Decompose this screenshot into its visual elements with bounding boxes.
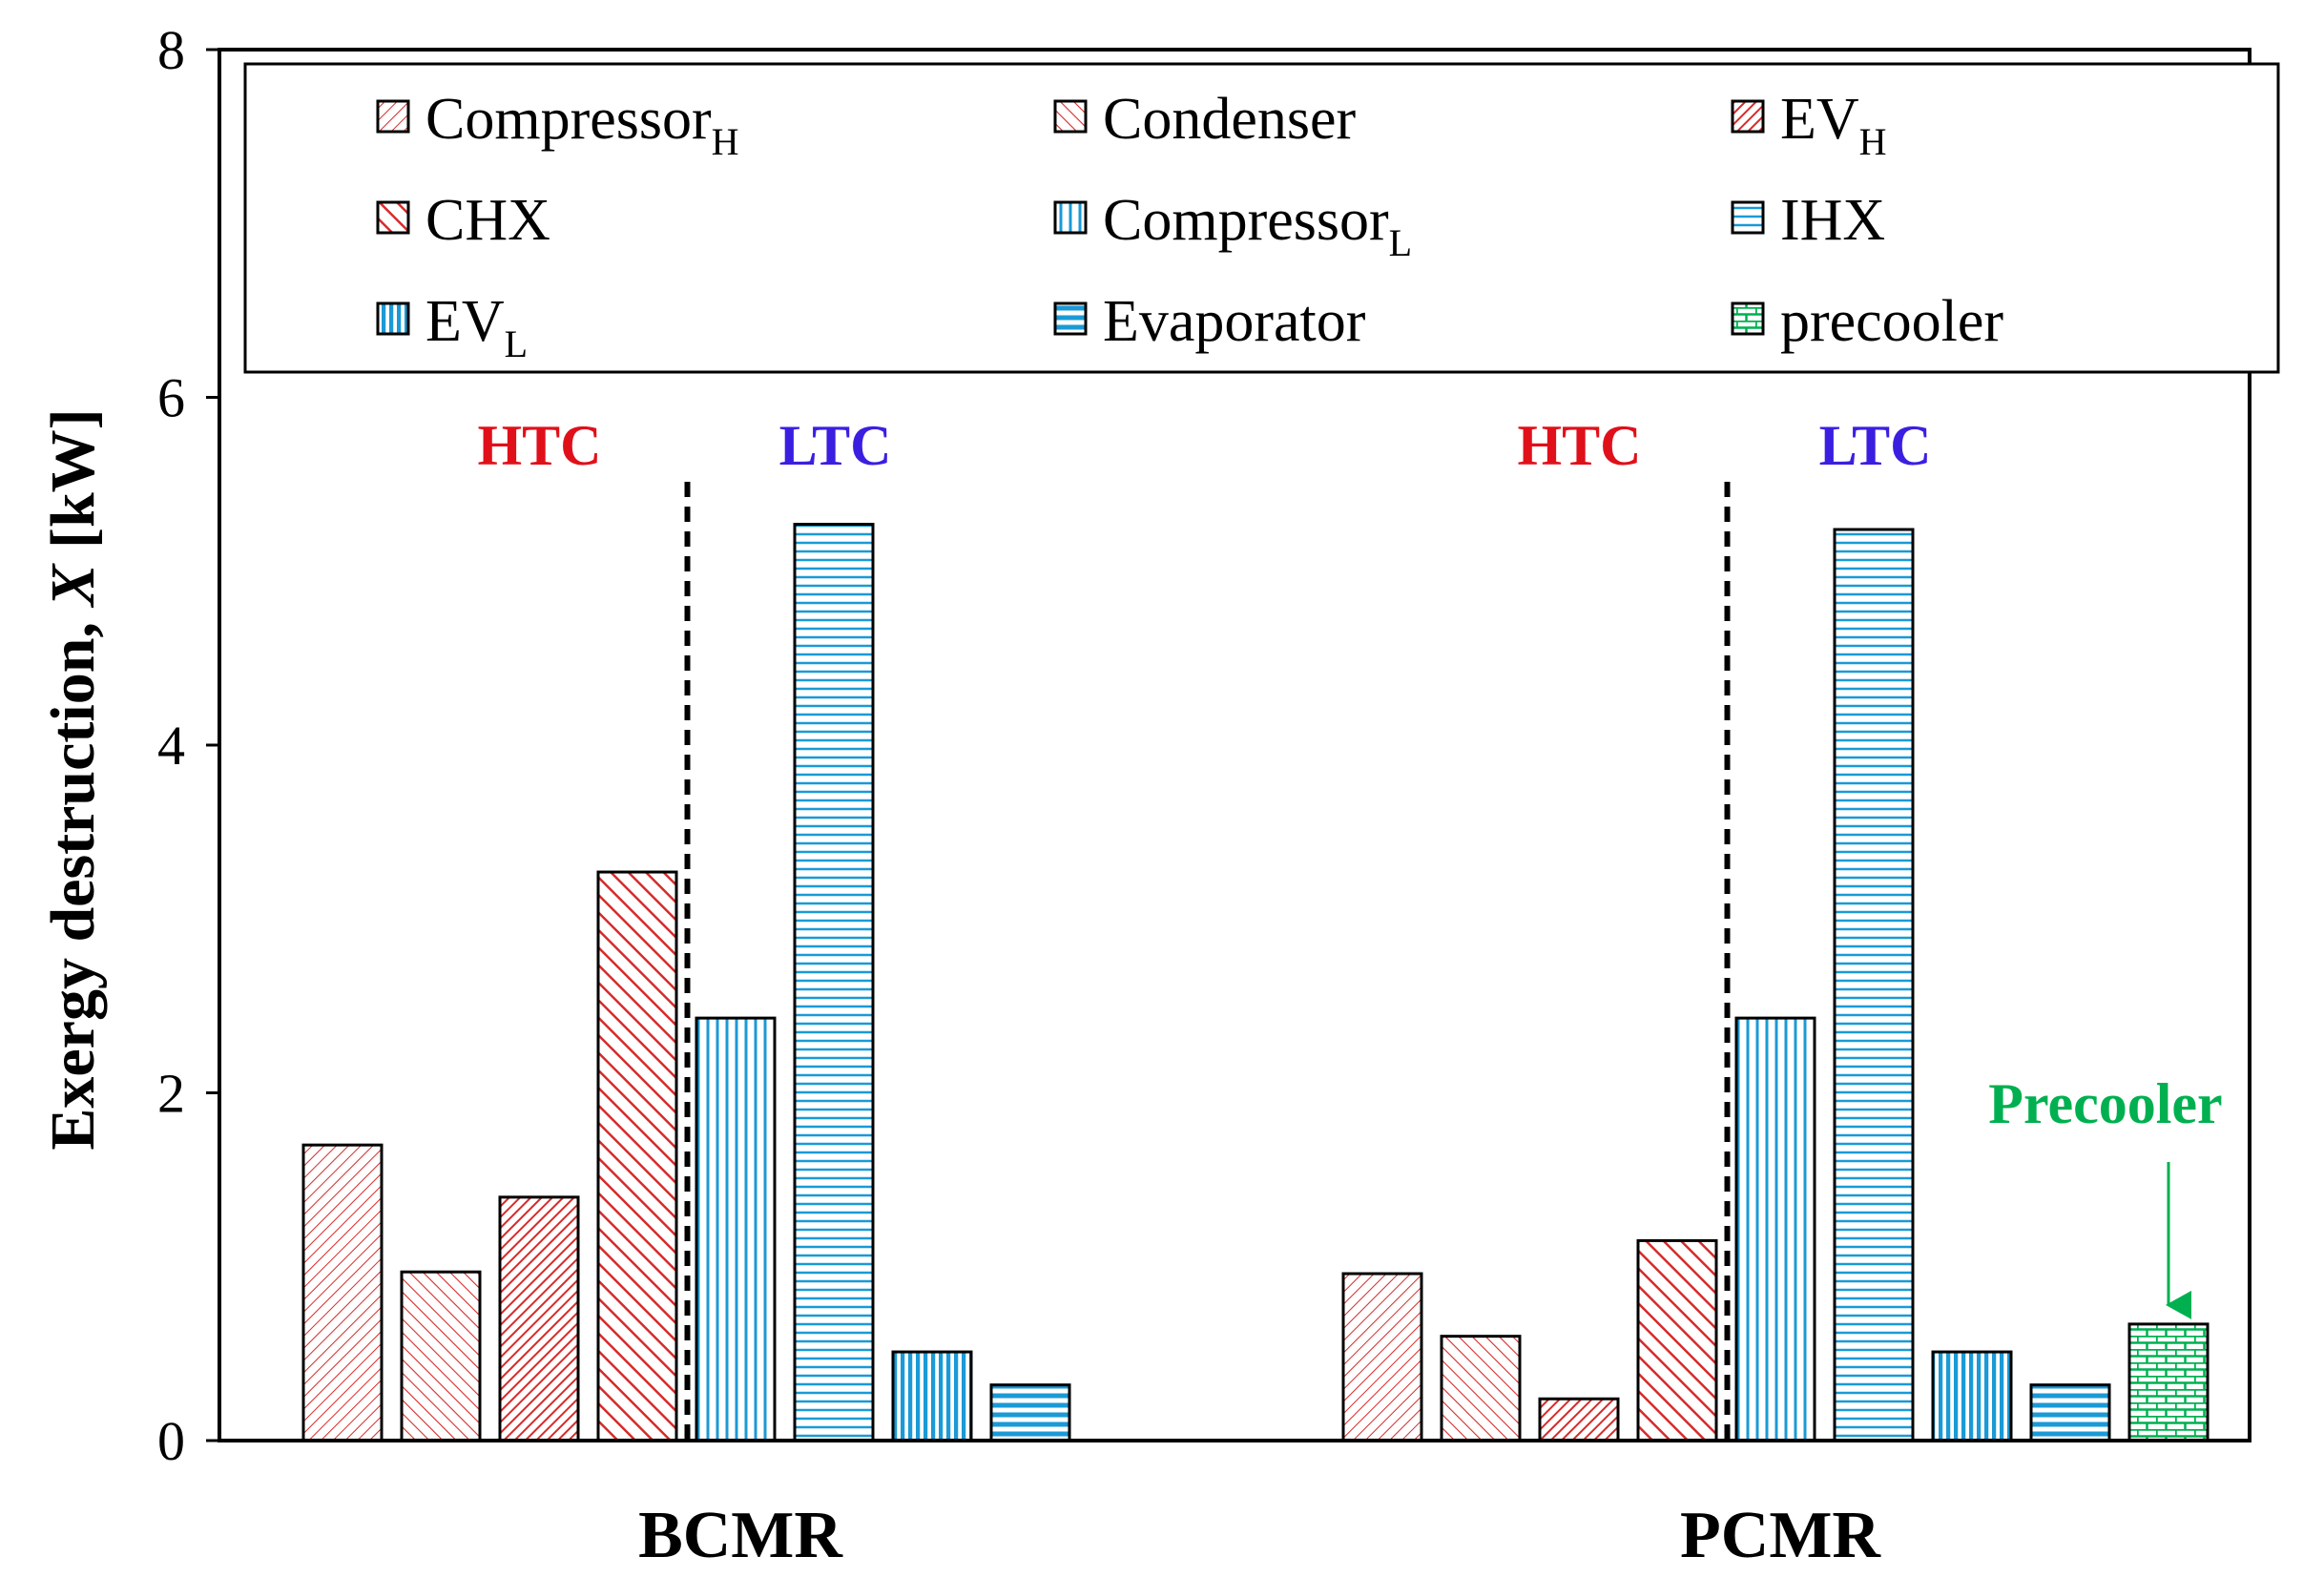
bar-pcmr-evl [1931, 1350, 2013, 1442]
y-axis-label-unit: [kW] [38, 408, 108, 564]
bar-pcmr-compressorl [1734, 1016, 1816, 1442]
legend-swatch-compressorh [376, 99, 410, 134]
y-tick-label: 4 [157, 715, 185, 777]
bar-bcmr-evaporator [989, 1383, 1071, 1442]
category-label-pcmr: PCMR [1680, 1499, 1881, 1572]
category-label-bcmr: BCMR [638, 1499, 843, 1572]
bar-pcmr-precooler [2127, 1322, 2210, 1442]
y-axis-label: Exergy destruction, X [kW] [38, 408, 108, 1150]
bar-pcmr-compressorh [1341, 1272, 1423, 1442]
bar-bcmr-compressorl [695, 1016, 777, 1442]
ltc-label: LTC [1819, 414, 1932, 477]
bars [301, 523, 2210, 1442]
svg-text:Exergy destruction, X [kW]: Exergy destruction, X [kW] [38, 408, 108, 1150]
legend-swatch-evl [376, 301, 410, 336]
bar-bcmr-evh [498, 1195, 580, 1442]
bar-pcmr-chx [1636, 1238, 1718, 1442]
legend-label-compressorh: CompressorH [425, 87, 739, 163]
legend-label-compressorl: CompressorL [1103, 188, 1412, 264]
plot-frame [218, 48, 2251, 1442]
cycle-dividers [684, 482, 1731, 1441]
y-tick-label: 0 [157, 1410, 185, 1472]
y-tick-label: 8 [157, 19, 185, 81]
precooler-annotation-label: Precooler [1988, 1072, 2222, 1135]
legend-swatch-evaporator [1053, 301, 1088, 336]
legend-swatch-evh [1731, 99, 1765, 134]
bar-bcmr-condenser [400, 1270, 482, 1442]
precooler-annotation: Precooler [1988, 1072, 2223, 1319]
ltc-label: LTC [779, 414, 892, 477]
legend-label-chx: CHX [425, 188, 550, 253]
legend-label-evh: EVH [1780, 87, 1887, 163]
y-tick-label: 6 [157, 367, 185, 429]
y-axis-label-text: Exergy destruction, [38, 607, 108, 1151]
bar-pcmr-ihx [1833, 528, 1915, 1442]
legend-label-evl: EVL [425, 289, 528, 365]
cycle-labels: HTC LTC HTC LTC [477, 414, 1931, 477]
htc-label: HTC [477, 414, 601, 477]
bar-pcmr-condenser [1440, 1335, 1522, 1442]
htc-label: HTC [1517, 414, 1641, 477]
y-axis-label-variable: X [38, 563, 108, 609]
bar-pcmr-evaporator [2029, 1383, 2111, 1442]
category-labels: BCMR PCMR [638, 1499, 1881, 1572]
legend: CompressorH Condenser EVH CHX CompressorL IHX… [243, 62, 2280, 374]
legend-swatch-chx [376, 200, 410, 235]
bar-bcmr-evl [891, 1350, 973, 1442]
legend-swatch-condenser [1053, 99, 1088, 134]
bar-bcmr-ihx [793, 523, 875, 1442]
y-axis-ticks: 0 2 4 6 8 [157, 19, 219, 1472]
legend-label-precooler: precooler [1780, 289, 2003, 354]
bar-bcmr-compressorh [301, 1143, 384, 1442]
legend-label-evaporator: Evaporator [1103, 289, 1366, 354]
legend-label-condenser: Condenser [1103, 87, 1357, 152]
legend-swatch-ihx [1731, 200, 1765, 235]
bar-bcmr-chx [596, 870, 678, 1442]
legend-swatch-compressorl [1053, 200, 1088, 235]
bar-pcmr-evh [1538, 1397, 1620, 1442]
legend-box [243, 62, 2280, 374]
legend-label-ihx: IHX [1780, 188, 1885, 253]
legend-swatch-precooler [1731, 301, 1765, 336]
y-tick-label: 2 [157, 1063, 185, 1125]
